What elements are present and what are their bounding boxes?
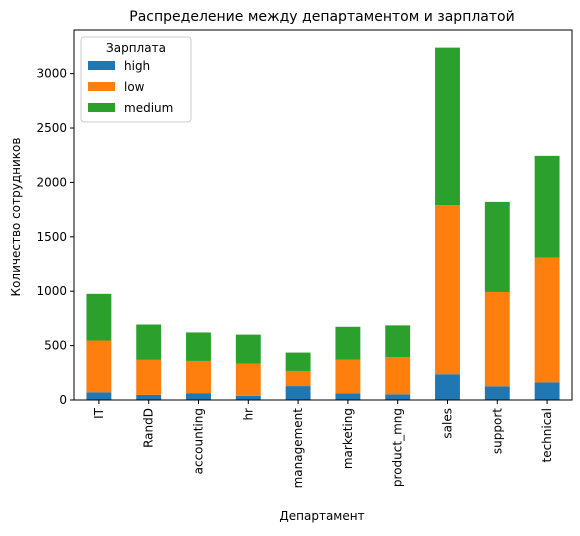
bar-segment <box>484 201 510 292</box>
bar-segment <box>385 325 411 358</box>
y-tick-label: 3000 <box>36 67 67 81</box>
bar-segment <box>86 392 112 400</box>
y-tick-label: 0 <box>59 393 67 407</box>
x-tick-label: product_mng <box>391 408 405 487</box>
bar-segment <box>186 393 211 400</box>
bar-segment <box>435 47 460 206</box>
legend-label: low <box>124 80 145 94</box>
bar-segment <box>86 340 112 393</box>
y-tick-label: 1000 <box>36 284 67 298</box>
bar-segment <box>235 363 261 396</box>
x-tick-label: management <box>291 408 305 489</box>
legend-box <box>80 36 192 123</box>
bar-segment <box>186 332 211 361</box>
chart-title: Распределение между департаментом и зарп… <box>129 9 514 25</box>
y-tick-label: 2500 <box>36 121 67 135</box>
bar-segment <box>534 155 560 258</box>
bar-segment <box>335 326 361 360</box>
bar-segment <box>136 359 162 395</box>
x-tick-label: hr <box>241 408 255 421</box>
bar-segment <box>335 359 361 394</box>
legend-title: Зарплата <box>106 41 166 55</box>
bar-segment <box>484 291 510 387</box>
bar-segment <box>186 360 211 394</box>
bar-segment <box>136 324 162 360</box>
x-tick-label: marketing <box>341 408 355 469</box>
bar-segment <box>385 394 411 400</box>
bar-segment <box>484 386 510 400</box>
x-tick-label: RandD <box>142 408 156 448</box>
y-tick-label: 2000 <box>36 175 67 189</box>
bar-segment <box>385 357 411 395</box>
bar-segment <box>534 257 560 383</box>
y-axis-label: Количество сотрудников <box>9 138 23 297</box>
legend-swatch <box>88 61 115 70</box>
x-tick-label: sales <box>441 408 455 439</box>
bar-segment <box>335 393 361 400</box>
legend-label: high <box>124 59 150 73</box>
bar-segment <box>285 386 311 400</box>
bar-segment <box>534 382 560 400</box>
legend-swatch <box>88 82 115 91</box>
bar-segment <box>435 205 460 375</box>
x-tick-label: support <box>490 408 504 454</box>
bar-segment <box>285 352 311 371</box>
y-tick-label: 1500 <box>36 230 67 244</box>
legend-label: medium <box>124 101 173 115</box>
bar-segment <box>285 370 311 387</box>
bar-segment <box>86 293 112 341</box>
x-tick-label: accounting <box>192 408 206 474</box>
x-tick-label: IT <box>92 407 106 419</box>
bar-segment <box>235 395 261 400</box>
bar-segment <box>435 374 460 400</box>
plot-frame <box>73 29 573 401</box>
bar-segment <box>136 394 162 400</box>
x-tick-label: technical <box>540 408 554 463</box>
legend-swatch <box>88 103 115 112</box>
bar-segment <box>235 334 261 364</box>
x-axis-label: Департамент <box>279 509 364 523</box>
y-tick-label: 500 <box>44 339 67 353</box>
